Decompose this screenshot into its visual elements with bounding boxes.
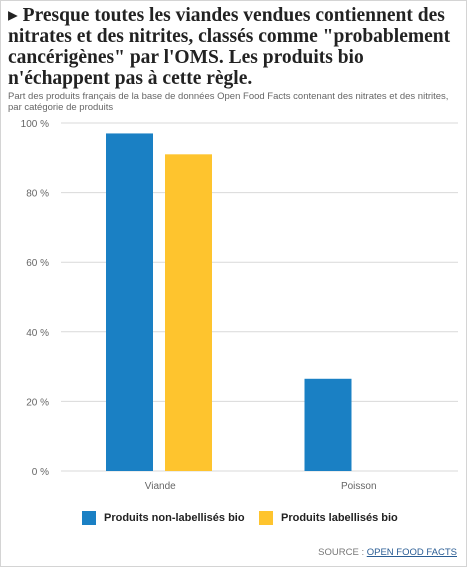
y-tick-label: 60 % xyxy=(26,258,49,269)
bar-viande-series-1 xyxy=(106,133,153,471)
y-tick-label: 100 % xyxy=(21,119,49,130)
y-tick-label: 0 % xyxy=(32,467,49,478)
source-credit: SOURCE : OPEN FOOD FACTS xyxy=(318,547,457,558)
chart-legend: Produits non-labellisés bio Produits lab… xyxy=(1,511,467,529)
legend-swatch-bio xyxy=(259,511,273,525)
y-tick-label: 20 % xyxy=(26,397,49,408)
source-prefix: SOURCE : xyxy=(318,547,367,558)
legend-label-non-bio: Produits non-labellisés bio xyxy=(104,512,245,524)
x-tick-label: Viande xyxy=(145,481,176,492)
legend-item-bio: Produits labellisés bio xyxy=(259,511,398,525)
chart-subtitle: Part des produits français de la base de… xyxy=(8,91,449,113)
x-tick-label: Poisson xyxy=(341,481,377,492)
chart-title: ▸ Presque toutes les viandes vendues con… xyxy=(8,5,451,89)
legend-label-bio: Produits labellisés bio xyxy=(281,512,398,524)
bar-poisson-series-1 xyxy=(304,378,352,471)
y-tick-label: 40 % xyxy=(26,328,49,339)
y-tick-label: 80 % xyxy=(26,189,49,200)
source-link[interactable]: OPEN FOOD FACTS xyxy=(366,547,457,558)
bar-viande-series-2 xyxy=(165,154,212,471)
legend-item-non-bio: Produits non-labellisés bio xyxy=(82,511,245,525)
legend-swatch-non-bio xyxy=(82,511,96,525)
